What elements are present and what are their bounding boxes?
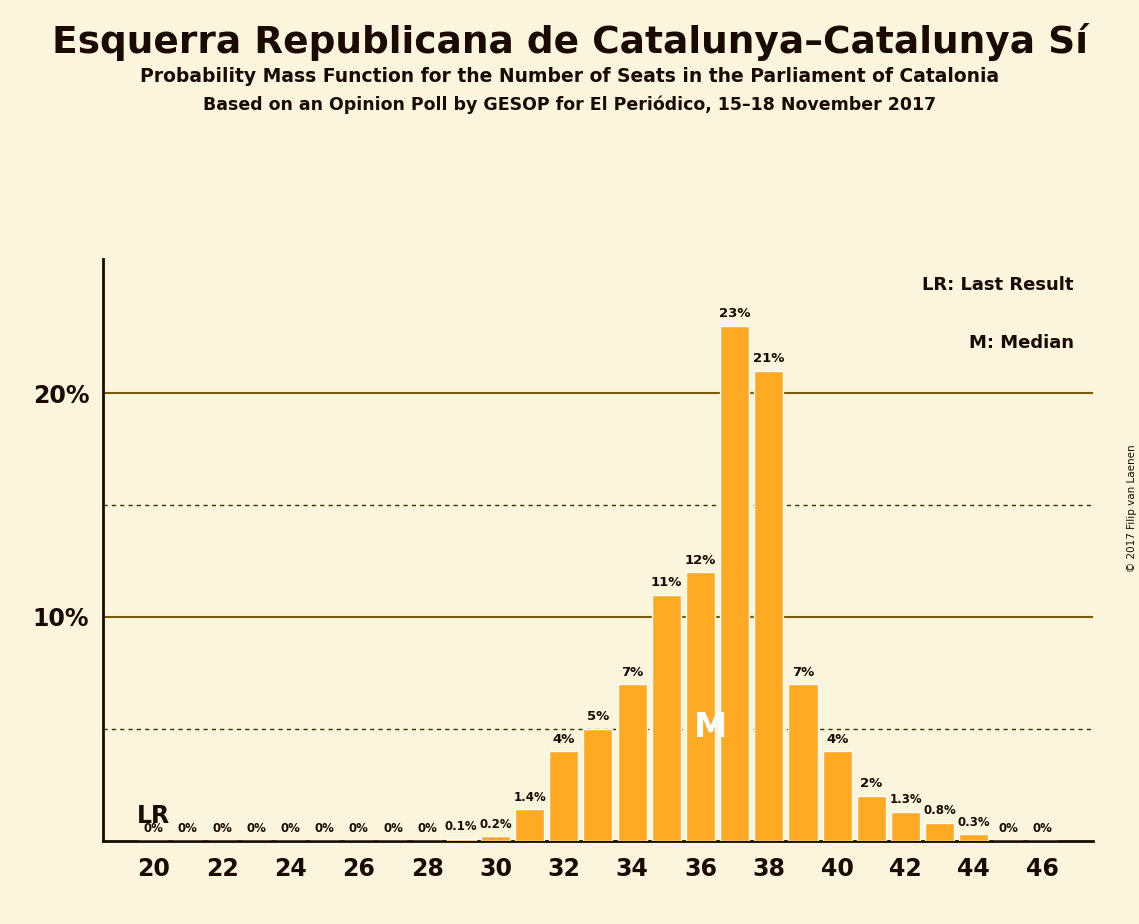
Bar <box>515 809 544 841</box>
Text: 0%: 0% <box>212 822 232 835</box>
Bar <box>583 729 613 841</box>
Text: M: Median: M: Median <box>968 334 1074 352</box>
Text: 21%: 21% <box>753 352 785 365</box>
Text: 0%: 0% <box>417 822 437 835</box>
Text: 5%: 5% <box>587 711 609 723</box>
Bar <box>822 751 852 841</box>
Text: 7%: 7% <box>792 665 814 678</box>
Text: 0%: 0% <box>998 822 1018 835</box>
Text: 4%: 4% <box>552 733 575 746</box>
Bar <box>481 836 510 841</box>
Text: 0.2%: 0.2% <box>480 818 511 831</box>
Text: 0%: 0% <box>314 822 335 835</box>
Text: 0%: 0% <box>246 822 267 835</box>
Bar <box>549 751 579 841</box>
Text: © 2017 Filip van Laenen: © 2017 Filip van Laenen <box>1126 444 1137 572</box>
Text: 0.3%: 0.3% <box>958 816 990 829</box>
Text: 0.8%: 0.8% <box>924 804 956 818</box>
Text: LR: LR <box>137 804 170 828</box>
Text: 11%: 11% <box>650 576 682 589</box>
Text: 0%: 0% <box>1032 822 1052 835</box>
Bar <box>925 823 954 841</box>
Bar <box>686 572 715 841</box>
Text: 1.3%: 1.3% <box>890 793 921 806</box>
Text: 0%: 0% <box>383 822 403 835</box>
Bar <box>788 684 818 841</box>
Bar <box>754 371 784 841</box>
Text: 0%: 0% <box>144 822 164 835</box>
Text: 7%: 7% <box>621 665 644 678</box>
Text: Esquerra Republicana de Catalunya–Catalunya Sí: Esquerra Republicana de Catalunya–Catalu… <box>51 23 1088 61</box>
Text: 4%: 4% <box>826 733 849 746</box>
Text: Probability Mass Function for the Number of Seats in the Parliament of Catalonia: Probability Mass Function for the Number… <box>140 67 999 86</box>
Bar <box>959 834 989 841</box>
Bar <box>891 812 920 841</box>
Text: LR: Last Result: LR: Last Result <box>923 276 1074 294</box>
Bar <box>617 684 647 841</box>
Text: 12%: 12% <box>685 553 716 566</box>
Text: 0%: 0% <box>280 822 301 835</box>
Text: 0%: 0% <box>349 822 369 835</box>
Text: 2%: 2% <box>860 777 883 790</box>
Text: 0.1%: 0.1% <box>445 820 477 833</box>
Text: 1.4%: 1.4% <box>514 791 546 804</box>
Bar <box>857 796 886 841</box>
Text: 23%: 23% <box>719 308 751 321</box>
Bar <box>446 839 476 841</box>
Text: 0%: 0% <box>178 822 198 835</box>
Bar <box>652 594 681 841</box>
Text: Based on an Opinion Poll by GESOP for El Periódico, 15–18 November 2017: Based on an Opinion Poll by GESOP for El… <box>203 95 936 114</box>
Text: M: M <box>694 711 728 745</box>
Bar <box>720 326 749 841</box>
